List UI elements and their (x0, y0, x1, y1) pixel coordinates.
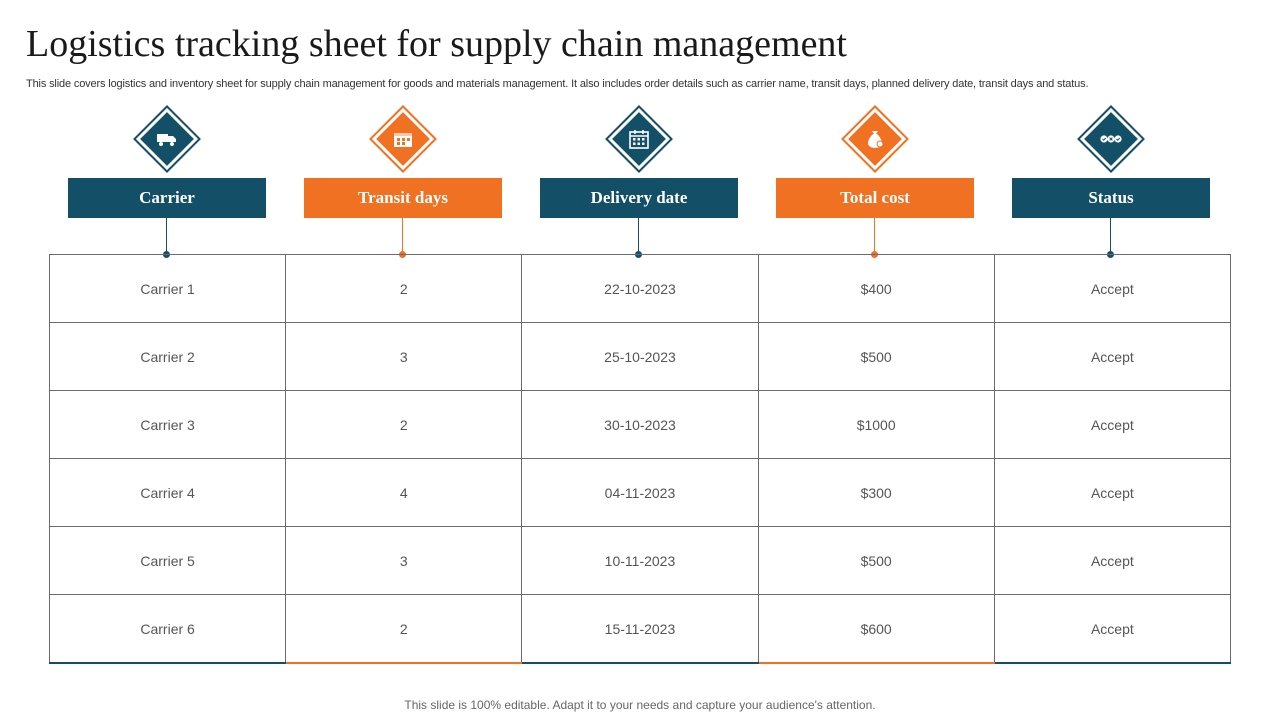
transit-days-cell: 3 (285, 322, 523, 391)
header-delivery-date: Delivery date (540, 178, 738, 218)
status-check-icon (1077, 105, 1145, 173)
total-cost-cell: $300 (757, 458, 995, 527)
delivery-date-cell: 04-11-2023 (521, 458, 759, 527)
delivery-date-cell: 10-11-2023 (521, 526, 759, 595)
truck-icon (133, 105, 201, 173)
money-bag-icon (841, 105, 909, 173)
carrier-cell: Carrier 1 (48, 254, 287, 323)
total-cost-cell: $600 (757, 594, 995, 664)
status-cell: Accept (993, 458, 1232, 527)
status-cell: Accept (993, 526, 1232, 595)
connector-line (638, 218, 639, 253)
carrier-cell: Carrier 4 (48, 458, 287, 527)
table-row: Carrier 5 3 10-11-2023 $500 Accept (48, 526, 1232, 595)
header-status: Status (1012, 178, 1210, 218)
connector-line (1110, 218, 1111, 253)
status-cell: Accept (993, 594, 1232, 664)
status-cell: Accept (993, 390, 1232, 459)
total-cost-cell: $500 (757, 526, 995, 595)
total-cost-cell: $1000 (757, 390, 995, 459)
delivery-date-cell: 25-10-2023 (521, 322, 759, 391)
delivery-date-cell: 22-10-2023 (521, 254, 759, 323)
calendar-grid-icon (369, 105, 437, 173)
header-carrier: Carrier (68, 178, 266, 218)
table-row: Carrier 4 4 04-11-2023 $300 Accept (48, 458, 1232, 527)
table-row: Carrier 3 2 30-10-2023 $1000 Accept (48, 390, 1232, 459)
transit-days-cell: 3 (285, 526, 523, 595)
header-transit-days: Transit days (304, 178, 502, 218)
connector-line (402, 218, 403, 253)
logistics-table: Carrier 1 2 22-10-2023 $400 Accept Carri… (48, 254, 1232, 664)
carrier-cell: Carrier 3 (48, 390, 287, 459)
carrier-cell: Carrier 2 (48, 322, 287, 391)
transit-days-cell: 2 (285, 254, 523, 323)
calendar-icon (605, 105, 673, 173)
header-total-cost: Total cost (776, 178, 974, 218)
total-cost-cell: $400 (757, 254, 995, 323)
table-row: Carrier 1 2 22-10-2023 $400 Accept (48, 254, 1232, 323)
connector-line (874, 218, 875, 253)
total-cost-cell: $500 (757, 322, 995, 391)
connector-line (166, 218, 167, 253)
table-row: Carrier 6 2 15-11-2023 $600 Accept (48, 594, 1232, 664)
page-title: Logistics tracking sheet for supply chai… (26, 23, 847, 65)
table-row: Carrier 2 3 25-10-2023 $500 Accept (48, 322, 1232, 391)
status-cell: Accept (993, 322, 1232, 391)
delivery-date-cell: 30-10-2023 (521, 390, 759, 459)
status-cell: Accept (993, 254, 1232, 323)
page-subtitle: This slide covers logistics and inventor… (26, 78, 1089, 90)
transit-days-cell: 4 (285, 458, 523, 527)
carrier-cell: Carrier 6 (48, 594, 287, 664)
transit-days-cell: 2 (285, 594, 523, 664)
carrier-cell: Carrier 5 (48, 526, 287, 595)
delivery-date-cell: 15-11-2023 (521, 594, 759, 664)
transit-days-cell: 2 (285, 390, 523, 459)
footer-note: This slide is 100% editable. Adapt it to… (404, 698, 876, 712)
